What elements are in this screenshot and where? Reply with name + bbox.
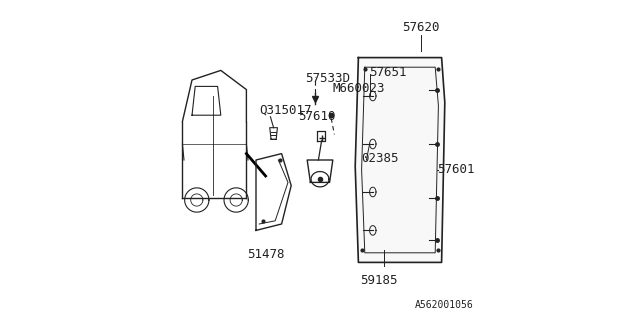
Text: 57620: 57620 bbox=[402, 20, 440, 34]
Text: 02385: 02385 bbox=[361, 152, 399, 165]
Text: 59185: 59185 bbox=[360, 274, 398, 287]
Text: 51478: 51478 bbox=[247, 248, 284, 261]
Text: 57601: 57601 bbox=[437, 163, 474, 176]
Text: 57651: 57651 bbox=[370, 66, 407, 78]
Text: M660023: M660023 bbox=[333, 82, 385, 94]
Text: A562001056: A562001056 bbox=[415, 300, 474, 310]
Text: 57533D: 57533D bbox=[306, 72, 351, 85]
Polygon shape bbox=[355, 58, 445, 262]
Text: 57610: 57610 bbox=[298, 110, 335, 123]
Text: Q315017: Q315017 bbox=[259, 104, 312, 117]
